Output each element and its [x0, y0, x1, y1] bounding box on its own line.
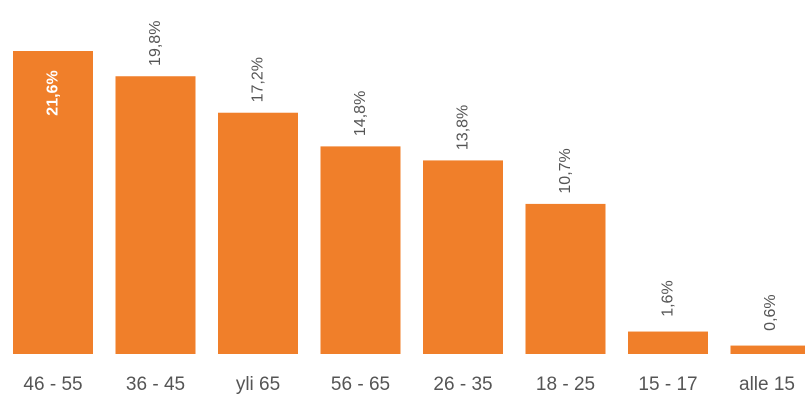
bar-group	[13, 51, 805, 354]
data-label-5: 10,7%	[557, 148, 574, 193]
data-label-3: 14,8%	[352, 91, 369, 136]
data-label-1: 19,8%	[147, 21, 164, 66]
x-tick-label-6: 15 - 17	[638, 374, 697, 395]
x-tick-label-5: 18 - 25	[536, 374, 595, 395]
data-label-7: 0,6%	[762, 294, 779, 330]
data-label-2: 17,2%	[250, 57, 267, 102]
x-tick-label-3: 56 - 65	[331, 374, 390, 395]
bar-7	[730, 345, 805, 354]
bar-6	[628, 331, 708, 354]
x-tick-label-0: 46 - 55	[23, 374, 82, 395]
data-label-group: 21,6% 19,8% 17,2% 14,8% 13,8% 10,7% 1,6% 0,6%	[45, 21, 780, 331]
x-tick-label-7: alle 15	[739, 374, 795, 395]
bar-2	[218, 112, 298, 354]
bar-0	[13, 51, 93, 354]
data-label-4: 13,8%	[455, 105, 472, 150]
x-axis-tick-labels: 46 - 55 36 - 45 yli 65 56 - 65 26 - 35 18 - 2…	[23, 374, 795, 395]
bar-5	[525, 203, 606, 354]
bar-1	[115, 76, 196, 354]
data-label-6: 1,6%	[660, 280, 677, 316]
x-tick-label-4: 26 - 35	[433, 374, 492, 395]
data-label-0: 21,6%	[45, 70, 62, 115]
bar-3	[320, 146, 401, 354]
x-tick-label-1: 36 - 45	[126, 374, 185, 395]
bar-4	[423, 160, 503, 354]
x-tick-label-2: yli 65	[236, 374, 280, 395]
